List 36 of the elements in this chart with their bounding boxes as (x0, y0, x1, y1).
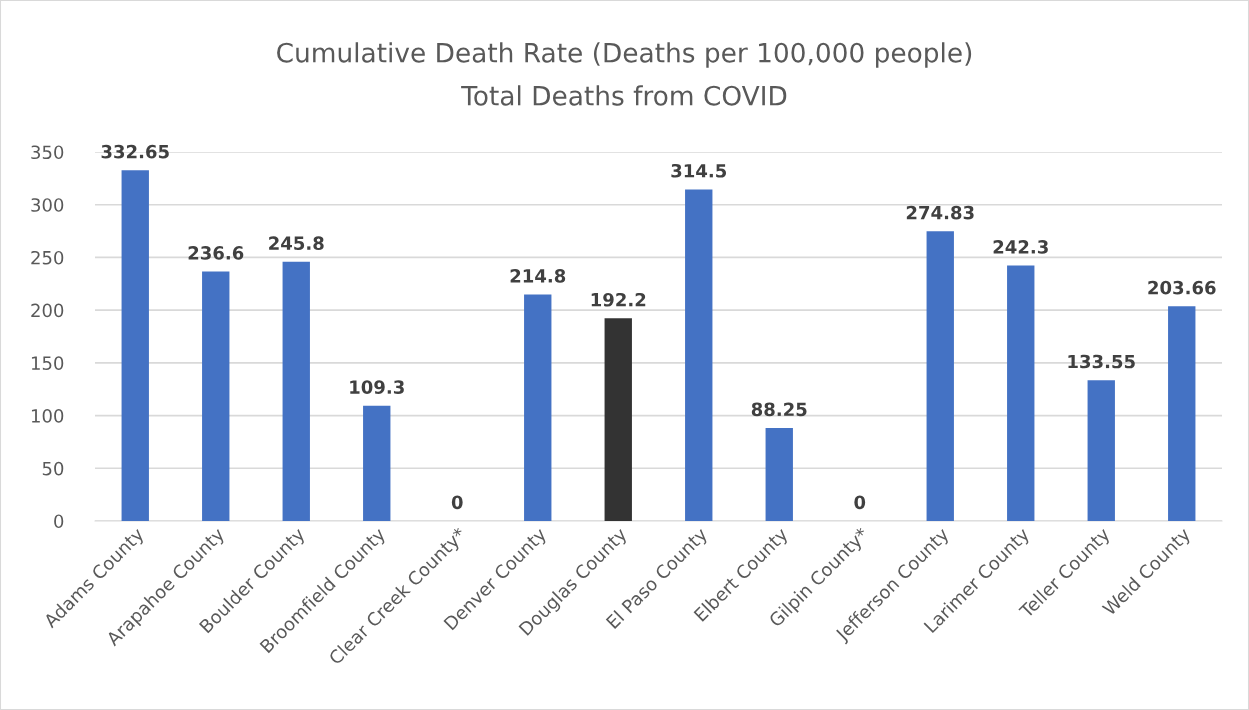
y-tick-label: 200 (31, 303, 64, 318)
data-label: 203.66 (1148, 280, 1216, 295)
data-label: 133.55 (1068, 354, 1135, 369)
data-label: 0 (451, 495, 463, 510)
bar (1168, 306, 1196, 521)
y-tick-label: 0 (54, 514, 64, 529)
bar (524, 294, 552, 521)
y-tick-label: 350 (31, 145, 64, 160)
bar (202, 271, 230, 521)
bar (765, 427, 793, 521)
data-label: 236.6 (188, 246, 244, 260)
y-tick-label: 50 (42, 461, 64, 476)
bar (604, 318, 632, 521)
data-label: 274.83 (906, 205, 974, 220)
data-label: 109.3 (350, 380, 404, 394)
bar (1087, 380, 1115, 521)
data-label: 242.3 (993, 240, 1048, 254)
y-tick-label: 150 (31, 356, 64, 370)
chart-title: Cumulative Death Rate (Deaths per 100,000 people) (277, 42, 972, 68)
bar (685, 189, 713, 521)
data-label: 88.25 (751, 402, 807, 417)
data-label: 314.5 (671, 163, 727, 178)
y-tick-label: 300 (31, 198, 64, 212)
data-label: 214.8 (510, 269, 566, 283)
bar (121, 170, 149, 521)
bar (1007, 265, 1035, 521)
bar (282, 261, 310, 521)
data-label: 0 (854, 495, 866, 510)
bar (926, 231, 954, 521)
data-label: 332.65 (101, 144, 169, 159)
y-tick-label: 100 (31, 409, 64, 423)
data-label: 245.8 (269, 236, 324, 251)
chart-subtitle: Total Deaths from COVID (461, 85, 787, 106)
data-label: 192.2 (591, 292, 646, 307)
y-tick-label: 250 (31, 250, 64, 265)
bar (363, 405, 391, 521)
